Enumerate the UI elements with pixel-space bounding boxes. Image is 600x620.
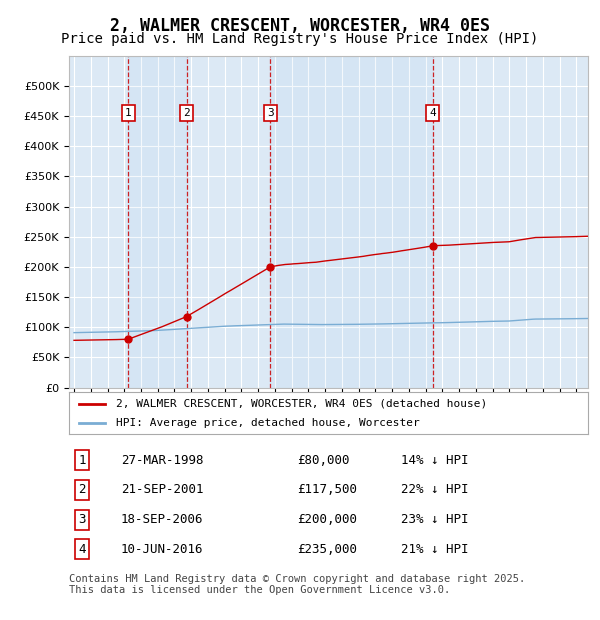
Text: Price paid vs. HM Land Registry's House Price Index (HPI): Price paid vs. HM Land Registry's House … [61, 32, 539, 46]
Text: 3: 3 [267, 108, 274, 118]
Text: 1: 1 [78, 454, 86, 466]
Text: Contains HM Land Registry data © Crown copyright and database right 2025.
This d: Contains HM Land Registry data © Crown c… [69, 574, 525, 595]
Text: 22% ↓ HPI: 22% ↓ HPI [401, 484, 469, 496]
Text: £117,500: £117,500 [298, 484, 358, 496]
Text: 23% ↓ HPI: 23% ↓ HPI [401, 513, 469, 526]
Text: 14% ↓ HPI: 14% ↓ HPI [401, 454, 469, 466]
Text: 1: 1 [125, 108, 131, 118]
Text: HPI: Average price, detached house, Worcester: HPI: Average price, detached house, Worc… [116, 418, 419, 428]
Text: 27-MAR-1998: 27-MAR-1998 [121, 454, 203, 466]
Text: £80,000: £80,000 [298, 454, 350, 466]
Text: £235,000: £235,000 [298, 543, 358, 556]
Bar [270, 56, 433, 388]
Text: 3: 3 [78, 513, 86, 526]
Text: 21-SEP-2001: 21-SEP-2001 [121, 484, 203, 496]
Text: 2, WALMER CRESCENT, WORCESTER, WR4 0ES: 2, WALMER CRESCENT, WORCESTER, WR4 0ES [110, 17, 490, 35]
Text: £200,000: £200,000 [298, 513, 358, 526]
Text: 4: 4 [78, 543, 86, 556]
Bar [128, 56, 187, 388]
Text: 2, WALMER CRESCENT, WORCESTER, WR4 0ES (detached house): 2, WALMER CRESCENT, WORCESTER, WR4 0ES (… [116, 399, 487, 409]
Text: 21% ↓ HPI: 21% ↓ HPI [401, 543, 469, 556]
Text: 2: 2 [78, 484, 86, 496]
Text: 18-SEP-2006: 18-SEP-2006 [121, 513, 203, 526]
Text: 10-JUN-2016: 10-JUN-2016 [121, 543, 203, 556]
Text: 2: 2 [183, 108, 190, 118]
Text: 4: 4 [430, 108, 436, 118]
